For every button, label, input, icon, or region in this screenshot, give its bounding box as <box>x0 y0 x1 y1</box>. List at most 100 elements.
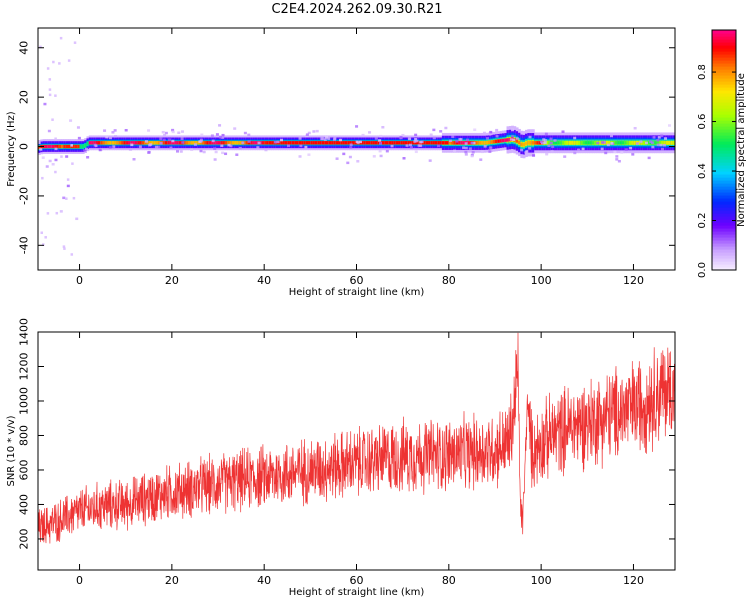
heatmap-speckle <box>159 142 163 145</box>
heatmap-cell <box>56 144 60 149</box>
heatmap-cell <box>208 141 212 145</box>
heatmap-speckle <box>471 150 475 154</box>
x-tick-label: 60 <box>350 574 364 587</box>
heatmap-cell <box>548 141 551 145</box>
heatmap-speckle <box>215 133 219 136</box>
heatmap-speckle <box>613 150 617 153</box>
heatmap-speckle <box>214 150 218 154</box>
heatmap-cell <box>594 141 598 145</box>
heatmap-speckle <box>405 144 409 147</box>
heatmap-speckle <box>221 136 225 139</box>
colorbar-segment <box>712 48 736 52</box>
heatmap-cell <box>54 144 57 149</box>
colorbar-segment <box>712 156 736 160</box>
heatmap-speckle <box>464 153 468 156</box>
heatmap-speckle <box>54 170 57 174</box>
colorbar-segment <box>712 129 736 133</box>
heatmap-cell <box>494 139 498 144</box>
heatmap-cell <box>314 141 318 145</box>
heatmap-cell <box>384 141 388 145</box>
heatmap-cell <box>571 141 574 145</box>
heatmap-speckle <box>651 145 655 149</box>
heatmap-speckle <box>177 131 181 135</box>
heatmap-speckle <box>162 138 166 142</box>
heatmap-speckle <box>77 136 81 140</box>
heatmap-speckle <box>202 150 206 154</box>
heatmap-cell <box>391 141 394 145</box>
heatmap-speckle <box>54 94 57 97</box>
heatmap-cell <box>578 141 581 145</box>
heatmap-cell <box>386 141 390 145</box>
heatmap-cell <box>176 141 180 145</box>
colorbar-segment <box>712 177 736 181</box>
heatmap-speckle <box>210 134 214 137</box>
heatmap-cell <box>497 139 501 143</box>
heatmap-speckle <box>667 124 671 127</box>
heatmap-cell <box>404 141 408 145</box>
heatmap-speckle <box>470 141 474 145</box>
heatmap-speckle <box>41 243 45 246</box>
heatmap-speckle <box>428 159 432 162</box>
y-axis-label: SNR (10 * v/v) <box>6 415 17 486</box>
heatmap-cell <box>98 141 101 145</box>
colorbar-segment <box>712 45 736 49</box>
x-tick-label: 100 <box>531 574 552 587</box>
colorbar-segment <box>712 66 736 70</box>
heatmap-speckle <box>132 158 136 161</box>
heatmap-speckle <box>51 118 54 121</box>
heatmap-speckle <box>108 146 112 149</box>
heatmap-speckle <box>45 165 49 168</box>
y-axis-label: Frequency (Hz) <box>6 111 17 187</box>
heatmap-cell <box>79 144 83 149</box>
colorbar-segment <box>712 99 736 103</box>
heatmap-speckle <box>264 148 268 152</box>
heatmap-speckle <box>169 146 173 150</box>
heatmap-cell <box>218 141 221 145</box>
heatmap-cell <box>407 141 411 145</box>
heatmap-cell <box>460 141 464 145</box>
heatmap-speckle <box>233 127 237 130</box>
colorbar-segment <box>712 219 736 223</box>
heatmap-cell <box>308 141 311 145</box>
heatmap-speckle <box>511 135 515 138</box>
heatmap-cell <box>194 141 198 145</box>
heatmap-cell <box>192 141 196 145</box>
heatmap-cell <box>605 141 609 145</box>
heatmap-cell <box>206 141 210 145</box>
heatmap-cell <box>42 144 46 149</box>
heatmap-speckle <box>488 150 492 153</box>
colorbar-label: Normalized spectral amplitude <box>736 73 747 227</box>
colorbar-segment <box>712 168 736 172</box>
heatmap-speckle <box>540 141 544 145</box>
colorbar-segment <box>712 150 736 154</box>
heatmap-cell <box>374 141 378 145</box>
heatmap-cell <box>446 141 450 145</box>
heatmap-speckle <box>489 146 493 149</box>
heatmap-speckle <box>660 147 664 151</box>
colorbar-segment <box>712 141 736 145</box>
heatmap-speckle <box>604 151 608 155</box>
heatmap-cell <box>294 141 297 145</box>
heatmap-speckle <box>543 139 547 142</box>
heatmap-cell <box>626 141 630 145</box>
colorbar-segment <box>712 195 736 199</box>
heatmap-speckle <box>415 139 419 143</box>
heatmap-cells <box>38 36 675 256</box>
heatmap-cell <box>139 141 143 145</box>
x-tick-label: 80 <box>442 574 456 587</box>
heatmap-cell <box>264 141 267 145</box>
heatmap-speckle <box>650 141 654 144</box>
heatmap-speckle <box>75 217 79 221</box>
heatmap-speckle <box>327 137 331 140</box>
heatmap-cell <box>554 141 558 145</box>
heatmap-speckle <box>636 142 640 145</box>
heatmap-speckle <box>181 141 185 144</box>
heatmap-speckle <box>468 147 472 150</box>
colorbar-segment <box>712 249 736 253</box>
colorbar-segment <box>712 237 736 241</box>
heatmap-speckle <box>40 231 43 235</box>
colorbar-segment <box>712 234 736 238</box>
heatmap-cell <box>220 141 224 145</box>
heatmap-cell <box>515 139 519 143</box>
heatmap-cell <box>162 141 166 145</box>
